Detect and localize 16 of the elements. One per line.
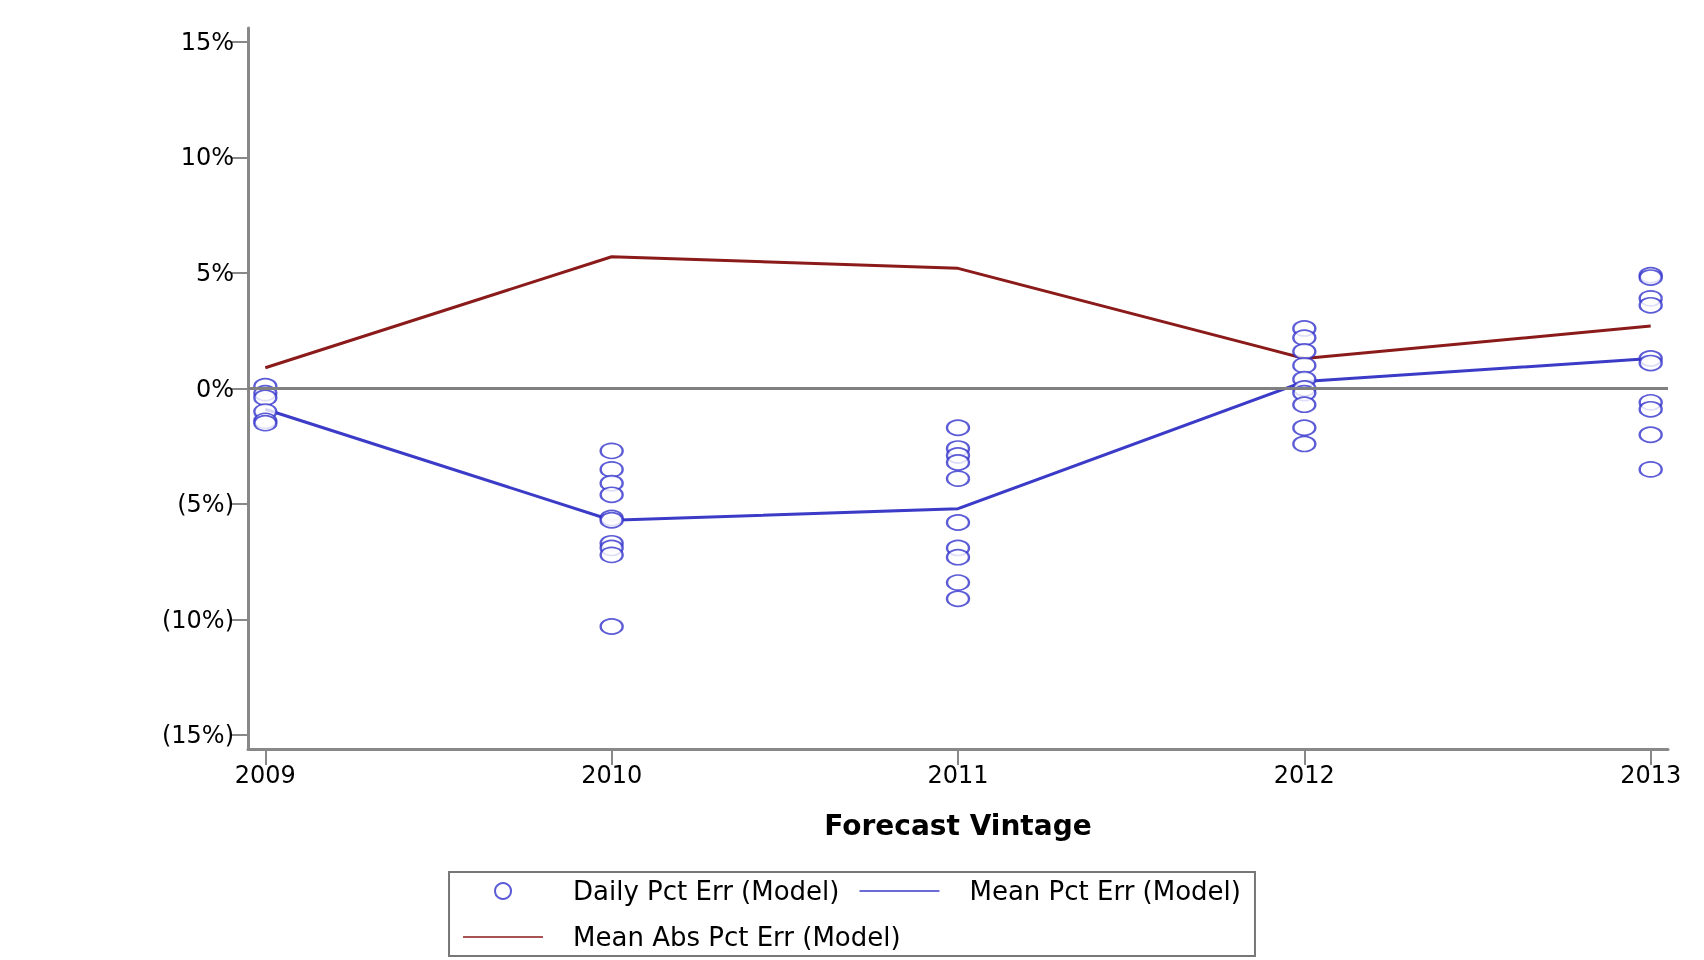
y-tick-label: 0% bbox=[195, 374, 234, 403]
y-tick-label: 10% bbox=[180, 143, 234, 172]
x-tick-label: 2010 bbox=[581, 761, 643, 789]
x-axis-title: Forecast Vintage bbox=[824, 808, 1092, 842]
x-tick-label: 2012 bbox=[1273, 761, 1335, 789]
x-tick-label: 2013 bbox=[1620, 761, 1682, 789]
legend-label: Mean Abs Pct Err (Model) bbox=[573, 922, 901, 952]
y-tick-label: 15% bbox=[180, 27, 234, 56]
y-tick-label: (10%) bbox=[161, 605, 234, 634]
x-tick-label: 2009 bbox=[234, 761, 296, 789]
x-tick-label: 2011 bbox=[927, 761, 989, 789]
y-tick-label: 5% bbox=[195, 258, 234, 287]
legend-label: Mean Pct Err (Model) bbox=[969, 876, 1241, 906]
y-tick-label: (5%) bbox=[177, 490, 234, 519]
y-tick-label: (15%) bbox=[161, 721, 234, 750]
legend-label: Daily Pct Err (Model) bbox=[573, 876, 840, 906]
